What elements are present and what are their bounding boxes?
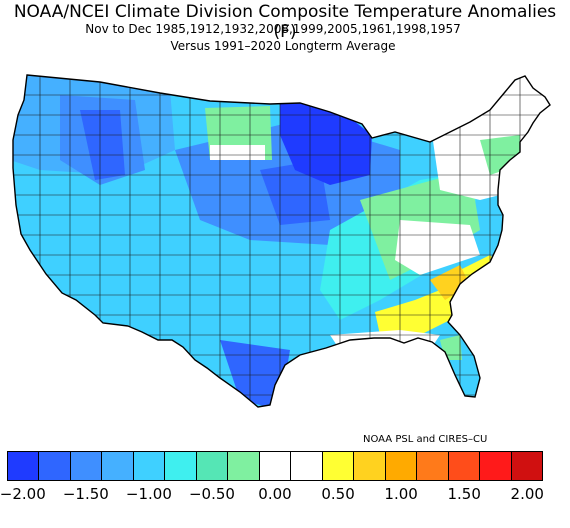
tick-label: −0.50 bbox=[188, 485, 235, 503]
data-credit: NOAA PSL and CIRES–CU bbox=[363, 434, 488, 445]
baseline-note: Versus 1991–2020 Longterm Average bbox=[170, 39, 396, 53]
color-scale-bar bbox=[7, 451, 543, 481]
color-swatch bbox=[259, 452, 292, 480]
color-swatch bbox=[8, 452, 40, 480]
color-swatch bbox=[228, 452, 260, 480]
color-swatch bbox=[354, 452, 386, 480]
tick-label: 0.50 bbox=[321, 485, 355, 503]
us-climate-division-map bbox=[12, 74, 551, 408]
tick-label: 2.00 bbox=[510, 485, 544, 503]
tick-label: −1.50 bbox=[62, 485, 109, 503]
color-swatch bbox=[70, 452, 103, 480]
color-swatch bbox=[196, 452, 229, 480]
tick-label: 0.00 bbox=[258, 485, 292, 503]
map-subtitle: Nov to Dec 1985,1912,1932,2008,1999,2005… bbox=[85, 22, 461, 36]
color-scale-ticks: −2.00 −1.50 −1.00 −0.50 0.00 0.50 1.00 1.50 2.00 bbox=[0, 485, 570, 505]
color-swatch bbox=[385, 452, 418, 480]
tick-label: 1.00 bbox=[384, 485, 418, 503]
color-swatch bbox=[165, 452, 197, 480]
color-swatch bbox=[511, 452, 542, 480]
anomaly-fill bbox=[13, 75, 550, 407]
tick-label: −2.00 bbox=[0, 485, 46, 503]
color-swatch bbox=[417, 452, 449, 480]
color-swatch bbox=[102, 452, 134, 480]
color-swatch bbox=[448, 452, 481, 480]
color-swatch bbox=[480, 452, 512, 480]
map-title: NOAA/NCEI Climate Division Composite Tem… bbox=[13, 2, 557, 42]
color-swatch bbox=[39, 452, 71, 480]
tick-label: 1.50 bbox=[447, 485, 481, 503]
tick-label: −1.00 bbox=[125, 485, 172, 503]
color-swatch bbox=[133, 452, 166, 480]
color-swatch bbox=[322, 452, 355, 480]
color-swatch bbox=[291, 452, 323, 480]
